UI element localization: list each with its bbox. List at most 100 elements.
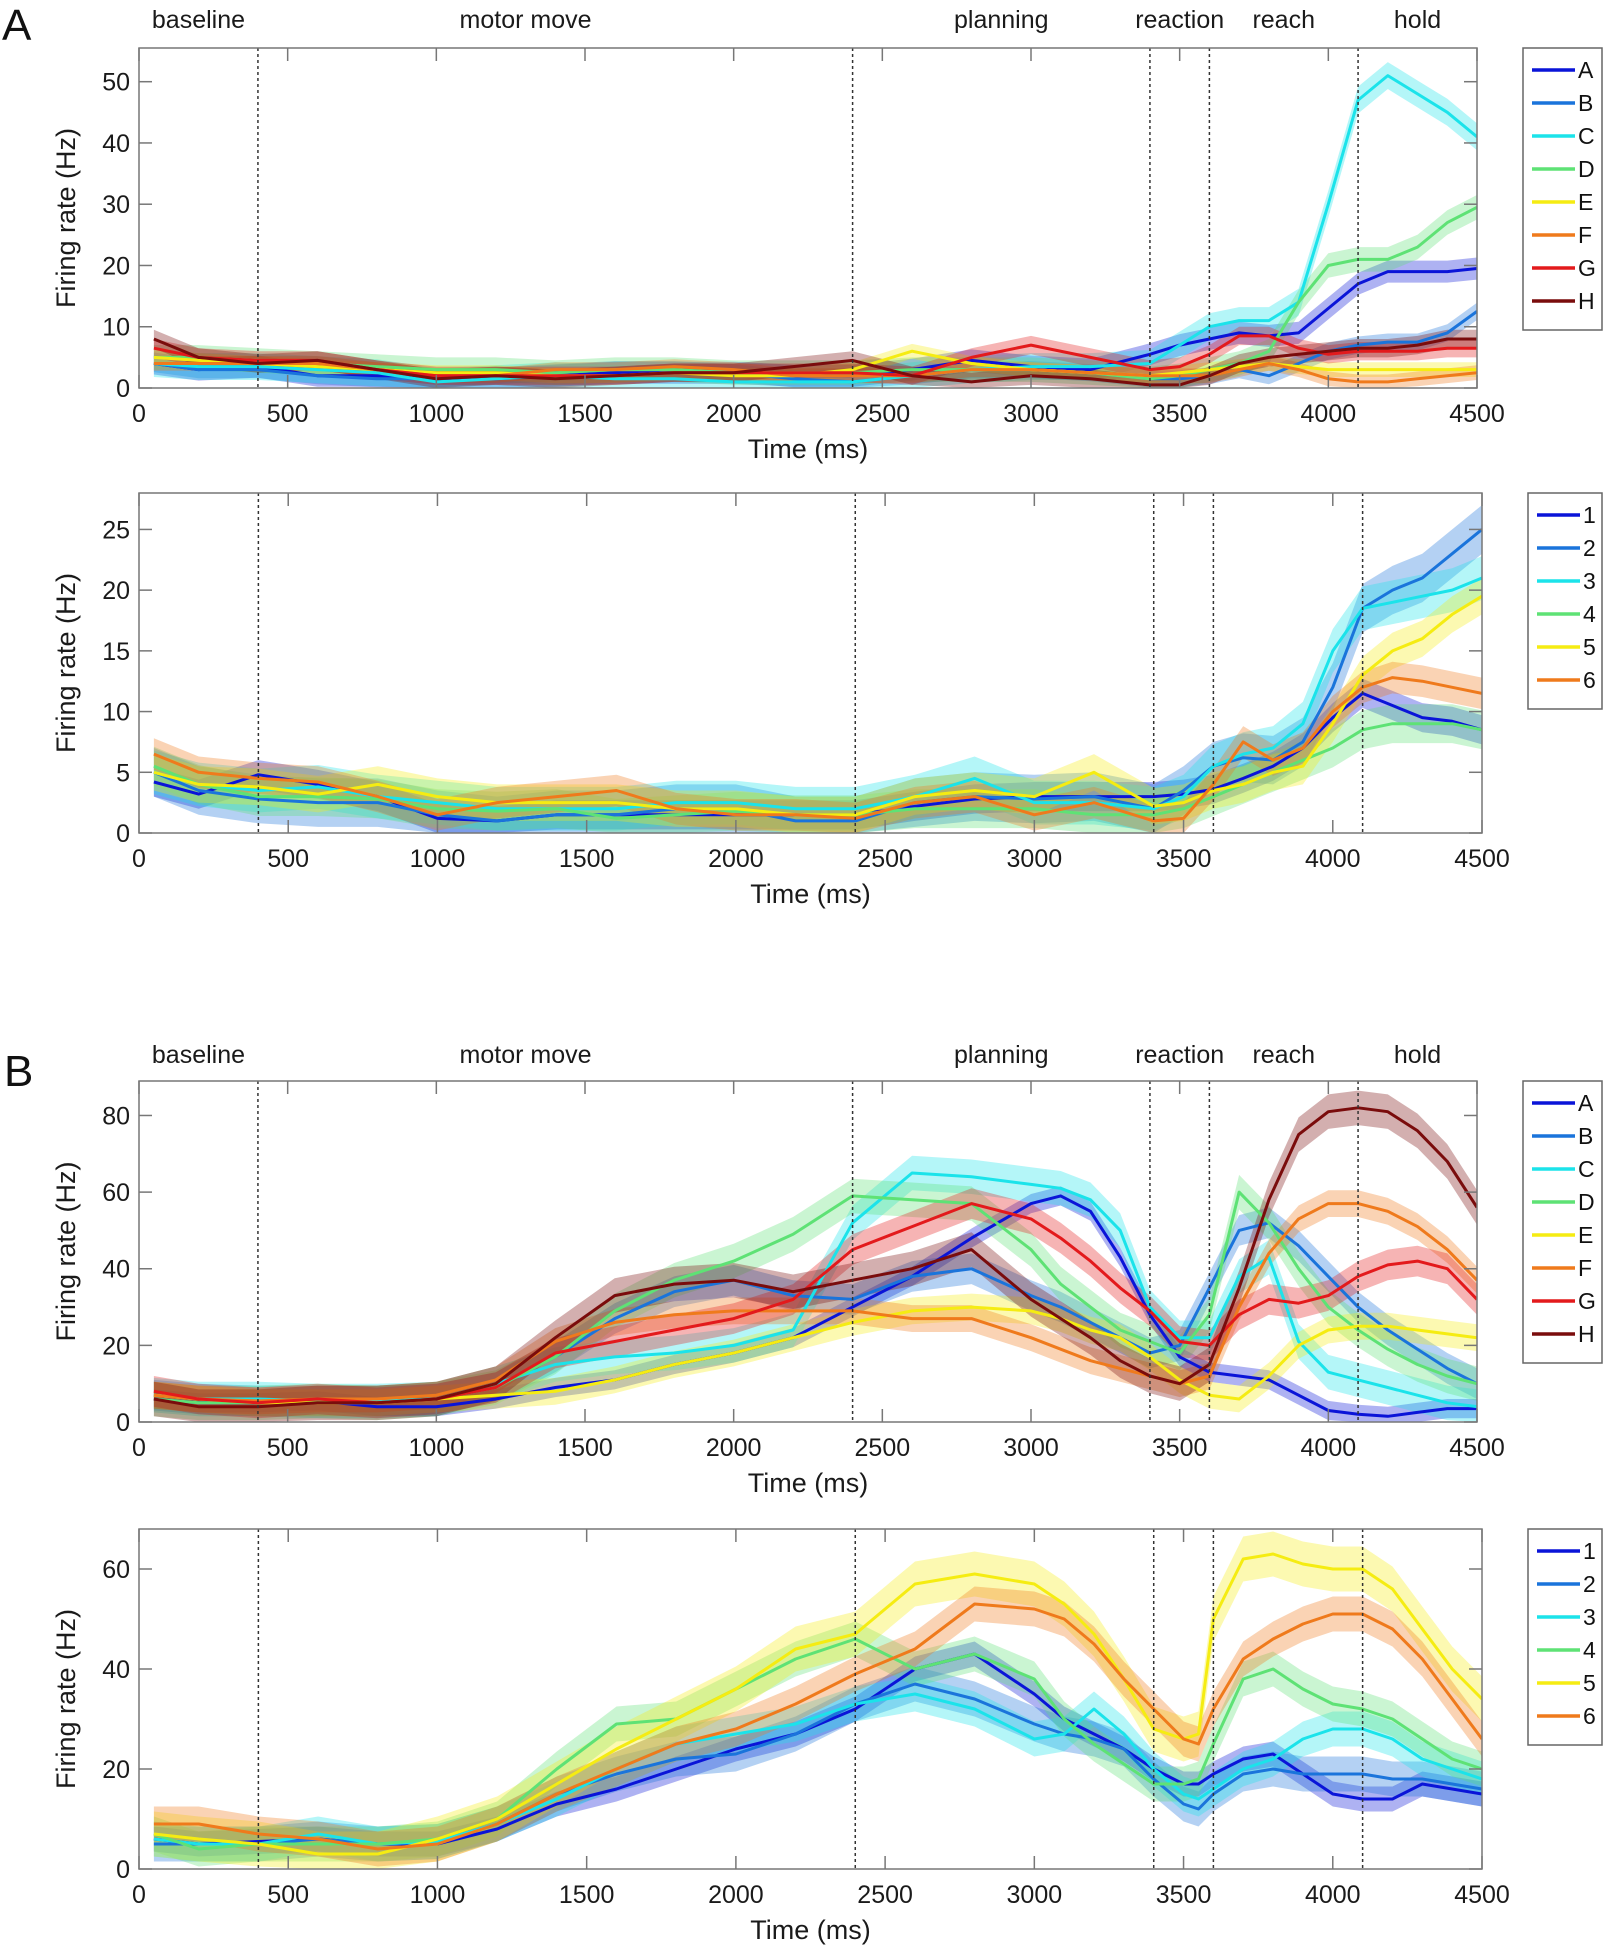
y-tick-label: 10 (102, 314, 130, 342)
subplot-a-top: 0 500 1000 1500 2000 2500 3000 3500 4000 4500 0 10 2… (51, 6, 1603, 464)
legend-label-G: G (1578, 1288, 1596, 1314)
series-line-6 (153, 1602, 1482, 1851)
y-tick-label: 40 (102, 1656, 130, 1684)
legend-label-3: 3 (1583, 568, 1596, 594)
legend-label-H: H (1578, 288, 1595, 314)
x-tick-label: 1500 (557, 1434, 613, 1462)
x-tick-label: 3000 (1003, 400, 1059, 428)
axes-frame (138, 47, 1478, 389)
x-axis-label: Time (ms) (748, 1468, 868, 1498)
x-axis-label: Time (ms) (748, 434, 868, 464)
x-tick-label: 2000 (706, 1434, 762, 1462)
x-tick-label: 1000 (410, 845, 466, 873)
subplot-a-bottom: 0 500 1000 1500 2000 2500 3000 3500 4000 4500 0 5 10… (51, 492, 1603, 909)
y-tick-label: 25 (102, 516, 130, 544)
x-tick-label: 0 (132, 1434, 146, 1462)
phase-label-baseline: baseline (152, 6, 245, 34)
y-tick-label: 10 (102, 699, 130, 727)
x-tick-label: 4000 (1305, 1881, 1361, 1909)
y-axis-label: Firing rate (Hz) (51, 1609, 81, 1789)
y-tick-label: 20 (102, 252, 130, 280)
error-band-2 (153, 1666, 1482, 1862)
legend-label-4: 4 (1583, 601, 1596, 627)
x-tick-label: 0 (132, 845, 146, 873)
x-tick-label: 1500 (559, 1881, 615, 1909)
legend-label-2: 2 (1583, 1571, 1596, 1597)
legend-label-A: A (1578, 1090, 1594, 1116)
x-tick-label: 3500 (1152, 1434, 1208, 1462)
series-line-5 (153, 1552, 1482, 1856)
series-line-3 (153, 1692, 1482, 1846)
x-tick-label: 500 (267, 845, 309, 873)
y-tick-label: 40 (102, 1256, 130, 1284)
legend-label-C: C (1578, 1156, 1595, 1182)
subplot-b-bottom: 0 500 1000 1500 2000 2500 3000 3500 4000 4500 0 20 4… (51, 1528, 1603, 1945)
phase-label-planning: planning (954, 1041, 1049, 1069)
x-tick-label: 0 (132, 1881, 146, 1909)
legend-label-C: C (1578, 123, 1595, 149)
series-line-H (153, 1106, 1477, 1409)
x-tick-label: 2500 (857, 1881, 913, 1909)
y-axis-label: Firing rate (Hz) (51, 573, 81, 753)
legend-label-2: 2 (1583, 535, 1596, 561)
y-axis-label: Firing rate (Hz) (51, 1161, 81, 1341)
legend: 1 2 3 4 5 6 (1527, 492, 1603, 710)
x-tick-label: 3500 (1156, 1881, 1212, 1909)
legend: 1 2 3 4 5 6 (1527, 1528, 1603, 1746)
y-tick-label: 20 (102, 1332, 130, 1360)
y-tick-label: 80 (102, 1102, 130, 1130)
legend-label-F: F (1578, 222, 1592, 248)
y-tick-label: 30 (102, 191, 130, 219)
x-tick-label: 4000 (1301, 400, 1357, 428)
error-band-B (153, 302, 1477, 388)
legend-box (1527, 492, 1603, 710)
x-axis-label: Time (ms) (750, 1915, 870, 1945)
phase-label-reaction: reaction (1135, 6, 1224, 34)
series-line-G (153, 334, 1477, 378)
y-tick-label: 5 (116, 759, 130, 787)
x-tick-label: 500 (267, 1881, 309, 1909)
x-tick-label: 1000 (410, 1881, 466, 1909)
error-band-1 (153, 678, 1482, 833)
phase-label-reach: reach (1252, 1041, 1315, 1069)
series-line-E (153, 349, 1477, 378)
legend-label-F: F (1578, 1255, 1592, 1281)
x-tick-label: 4500 (1454, 845, 1510, 873)
series-line-H (153, 337, 1477, 387)
legend-label-1: 1 (1583, 502, 1596, 528)
series-line-5 (153, 594, 1482, 817)
error-band-F (153, 1190, 1477, 1415)
y-tick-label: 0 (116, 375, 130, 403)
phase-label-planning: planning (954, 6, 1049, 34)
series-line-4 (153, 722, 1482, 820)
series-group (153, 505, 1482, 833)
x-tick-label: 3500 (1156, 845, 1212, 873)
axes-frame (138, 1080, 1478, 1423)
x-tick-label: 4000 (1301, 1434, 1357, 1462)
legend-label-3: 3 (1583, 1604, 1596, 1630)
error-band-6 (153, 661, 1482, 833)
x-tick-label: 2000 (708, 1881, 764, 1909)
legend-label-5: 5 (1583, 1670, 1596, 1696)
legend-label-4: 4 (1583, 1637, 1596, 1663)
legend-box (1522, 47, 1603, 331)
x-tick-label: 3000 (1007, 1881, 1063, 1909)
axes-frame (138, 492, 1483, 834)
x-axis-label: Time (ms) (750, 879, 870, 909)
y-tick-label: 0 (116, 1856, 130, 1884)
series-group (153, 1531, 1482, 1869)
y-tick-label: 0 (116, 820, 130, 848)
legend-label-D: D (1578, 156, 1595, 182)
phase-label-reaction: reaction (1135, 1041, 1224, 1069)
x-tick-label: 0 (132, 400, 146, 428)
y-axis-label: Firing rate (Hz) (51, 128, 81, 308)
error-band-H (153, 1090, 1477, 1422)
x-tick-label: 4000 (1305, 845, 1361, 873)
legend-label-5: 5 (1583, 634, 1596, 660)
x-tick-label: 500 (267, 400, 309, 428)
x-tick-label: 1000 (409, 400, 465, 428)
legend-label-E: E (1578, 189, 1593, 215)
